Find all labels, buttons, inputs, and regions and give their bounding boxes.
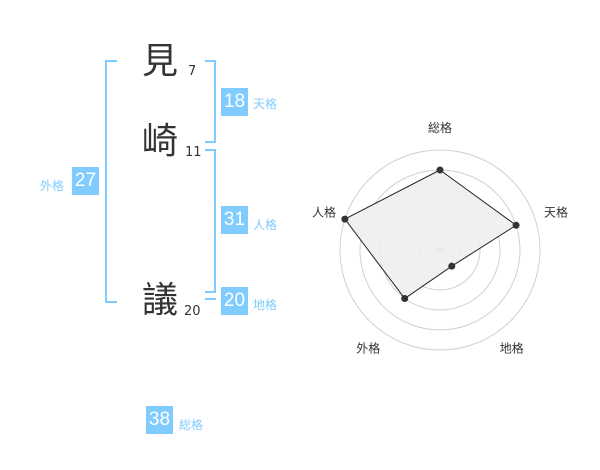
gaikaku-value: 27 xyxy=(72,167,99,195)
tenkaku-label: 天格 xyxy=(253,97,278,111)
name-char-2: 崎 xyxy=(142,121,179,162)
radar-ring xyxy=(339,149,541,351)
radar-axis-label: 人格 xyxy=(312,204,336,219)
jinkaku-label: 人格 xyxy=(253,218,278,232)
radar-area xyxy=(344,169,517,300)
radar-axis-label: 外格 xyxy=(356,341,380,356)
gaikaku-bracket xyxy=(105,60,117,303)
stroke-count-3: 20 xyxy=(184,304,201,319)
soukaku-value: 38 xyxy=(146,406,173,434)
chikaku-label: 地格 xyxy=(253,298,278,312)
soukaku-label: 総格 xyxy=(179,418,204,432)
tenkaku-value: 18 xyxy=(221,88,248,116)
jinkaku-bracket xyxy=(205,149,216,293)
radar-point-4 xyxy=(341,215,349,223)
radar-point-0 xyxy=(436,166,444,174)
name-char-1: 見 xyxy=(142,41,179,82)
radar-axis-label: 総格 xyxy=(428,120,452,135)
radar-axis-label: 地格 xyxy=(500,341,524,356)
tenkaku-bracket xyxy=(205,60,216,143)
radar-point-3 xyxy=(401,295,409,303)
jinkaku-value: 31 xyxy=(221,206,248,234)
name-char-3: 議 xyxy=(142,280,179,321)
chikaku-connector xyxy=(205,298,216,300)
gaikaku-label: 外格 xyxy=(40,179,65,193)
chikaku-value: 20 xyxy=(221,287,248,315)
radar-axis-label: 天格 xyxy=(544,204,568,219)
stroke-count-2: 11 xyxy=(185,145,202,160)
stroke-count-1: 7 xyxy=(188,64,197,79)
radar-point-1 xyxy=(512,221,520,229)
radar-point-2 xyxy=(448,262,456,270)
